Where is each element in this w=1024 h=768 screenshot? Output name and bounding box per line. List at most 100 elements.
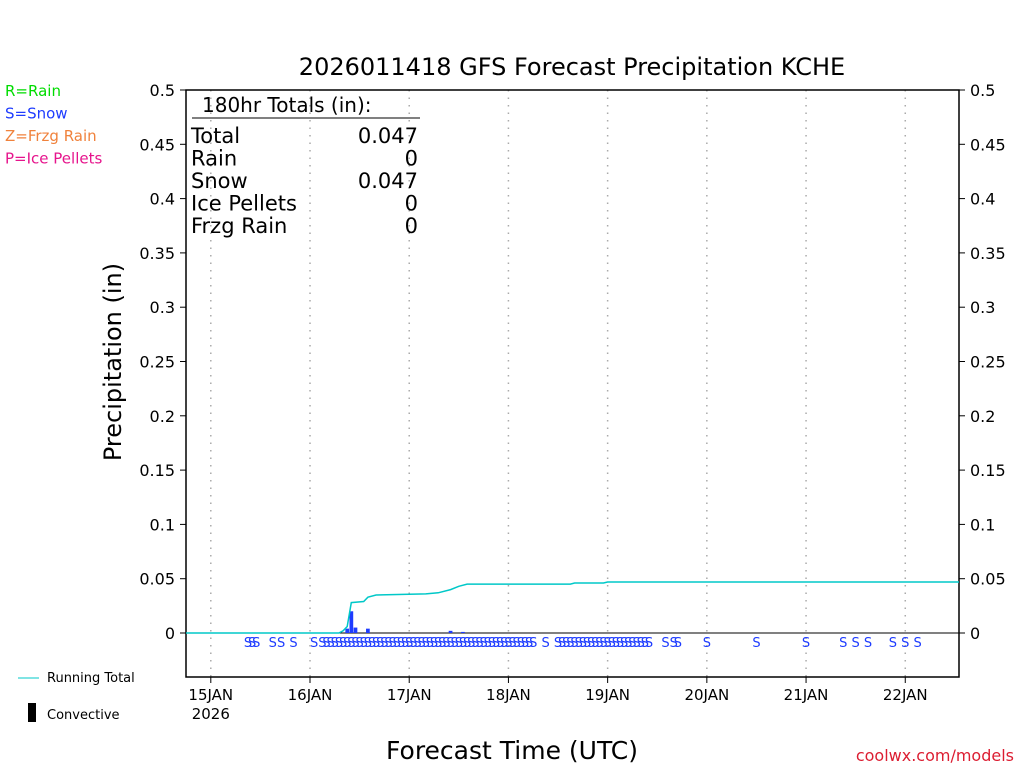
snow-type-marker: S (422, 636, 430, 651)
snow-type-marker: S (496, 636, 504, 651)
totals-row-value: 0.047 (358, 124, 418, 148)
totals-header: 180hr Totals (in): (202, 93, 372, 117)
snow-type-marker: S (426, 636, 434, 651)
snow-type-marker: S (587, 636, 595, 651)
snow-type-marker: S (322, 636, 330, 651)
snow-type-marker: S (575, 636, 583, 651)
snow-type-marker: S (620, 636, 628, 651)
x-tick-label: 15JAN (188, 686, 233, 704)
snow-type-marker: S (488, 636, 496, 651)
totals-row-name: Total (190, 124, 240, 148)
snow-type-marker: S (645, 636, 653, 651)
precip-bar (349, 611, 354, 633)
source-credit: coolwx.com/models (856, 746, 1014, 765)
snow-type-marker: S (628, 636, 636, 651)
y-tick-label-right: 0.1 (970, 515, 995, 534)
x-tick-label: 22JAN (883, 686, 928, 704)
x-tick-sublabel: 2026 (192, 705, 230, 723)
snow-type-marker: S (562, 636, 570, 651)
snow-type-marker: S (244, 636, 252, 651)
snow-type-marker: S (674, 636, 682, 651)
y-tick-label-right: 0.5 (970, 81, 995, 100)
snow-type-marker: S (459, 636, 467, 651)
snow-type-marker: S (914, 636, 922, 651)
snow-type-marker: S (380, 636, 388, 651)
snow-type-marker: S (637, 636, 645, 651)
totals-row-name: Snow (191, 169, 248, 193)
y-tick-label-left: 0.35 (139, 244, 175, 263)
vertical-grid-lines (210, 90, 907, 677)
snow-type-marker: S (608, 636, 616, 651)
snow-type-marker: S (558, 636, 566, 651)
snow-type-marker: S (417, 636, 425, 651)
type-legend-entry: R=Rain (5, 82, 61, 100)
totals-row-name: Rain (191, 147, 237, 171)
totals-row-value: 0 (405, 214, 418, 238)
y-tick-label-left: 0.25 (139, 353, 175, 372)
y-tick-label-left: 0.2 (150, 407, 175, 426)
type-markers: SSS S S S S SSSSSSSSSSSSSSSSSSSSSSSSSSSSSSSSS… (244, 636, 922, 651)
snow-type-marker: S (525, 636, 533, 651)
snow-type-marker: S (513, 636, 521, 651)
y-tick-label-left: 0.1 (150, 515, 175, 534)
x-tick-label: 20JAN (684, 686, 729, 704)
snow-type-marker: S (508, 636, 516, 651)
y-tick-label-right: 0.15 (970, 461, 1006, 480)
running-total-legend-label: Running Total (47, 671, 135, 686)
precip-bar (345, 628, 350, 633)
snow-type-marker: S (368, 636, 376, 651)
precip-type-legend: R=Rain S=Snow Z=Frzg Rain P=Ice Pellets (5, 82, 102, 168)
snow-type-marker: S (529, 636, 537, 651)
totals-row-value: 0 (405, 192, 418, 216)
precip-bar (366, 628, 370, 633)
x-tick-label: 21JAN (784, 686, 829, 704)
x-axis-label: Forecast Time (UTC) (386, 736, 638, 765)
y-tick-label-left: 0.4 (150, 190, 175, 209)
y-axis-label: Precipitation (in) (99, 263, 127, 461)
snow-type-marker: S (347, 636, 355, 651)
x-tick-label: 16JAN (288, 686, 333, 704)
snow-type-marker: S (351, 636, 359, 651)
snow-type-marker: S (463, 636, 471, 651)
y-tick-label-left: 0.45 (139, 135, 175, 154)
snow-type-marker: S (438, 636, 446, 651)
snow-type-marker: S (484, 636, 492, 651)
y-tick-label-right: 0 (970, 624, 980, 643)
snow-type-marker: S (331, 636, 339, 651)
snow-type-marker: S (393, 636, 401, 651)
snow-type-marker: S (500, 636, 508, 651)
snow-type-marker: S (467, 636, 475, 651)
snow-type-marker: S (310, 636, 318, 651)
snow-type-marker: S (595, 636, 603, 651)
snow-type-marker: S (752, 636, 760, 651)
snow-type-marker: S (504, 636, 512, 651)
snow-type-marker: S (541, 636, 549, 651)
snow-type-marker: S (389, 636, 397, 651)
snow-type-marker: S (248, 636, 256, 651)
snow-type-marker: S (661, 636, 669, 651)
snow-type-marker: S (901, 636, 909, 651)
snow-type-marker: S (397, 636, 405, 651)
snow-type-marker: S (343, 636, 351, 651)
snow-type-marker: S (641, 636, 649, 651)
convective-legend-swatch (28, 703, 36, 722)
snow-type-marker: S (318, 636, 326, 651)
snow-type-marker: S (864, 636, 872, 651)
snow-type-marker: S (252, 636, 260, 651)
snow-type-marker: S (446, 636, 454, 651)
y-tick-label-right: 0.3 (970, 298, 995, 317)
snow-type-marker: S (599, 636, 607, 651)
x-tick-label: 17JAN (387, 686, 432, 704)
snow-type-marker: S (612, 636, 620, 651)
snow-type-marker: S (364, 636, 372, 651)
y-tick-label-left: 0.3 (150, 298, 175, 317)
totals-row-value: 0 (405, 147, 418, 171)
snow-type-marker: S (376, 636, 384, 651)
snow-type-marker: S (579, 636, 587, 651)
series-legend: Running Total Convective (18, 671, 135, 723)
snow-type-marker: S (492, 636, 500, 651)
convective-legend-label: Convective (47, 708, 120, 723)
snow-type-marker: S (360, 636, 368, 651)
snow-type-marker: S (451, 636, 459, 651)
